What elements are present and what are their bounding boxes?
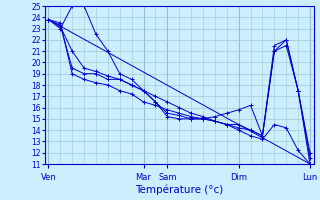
X-axis label: Température (°c): Température (°c) [135,185,223,195]
